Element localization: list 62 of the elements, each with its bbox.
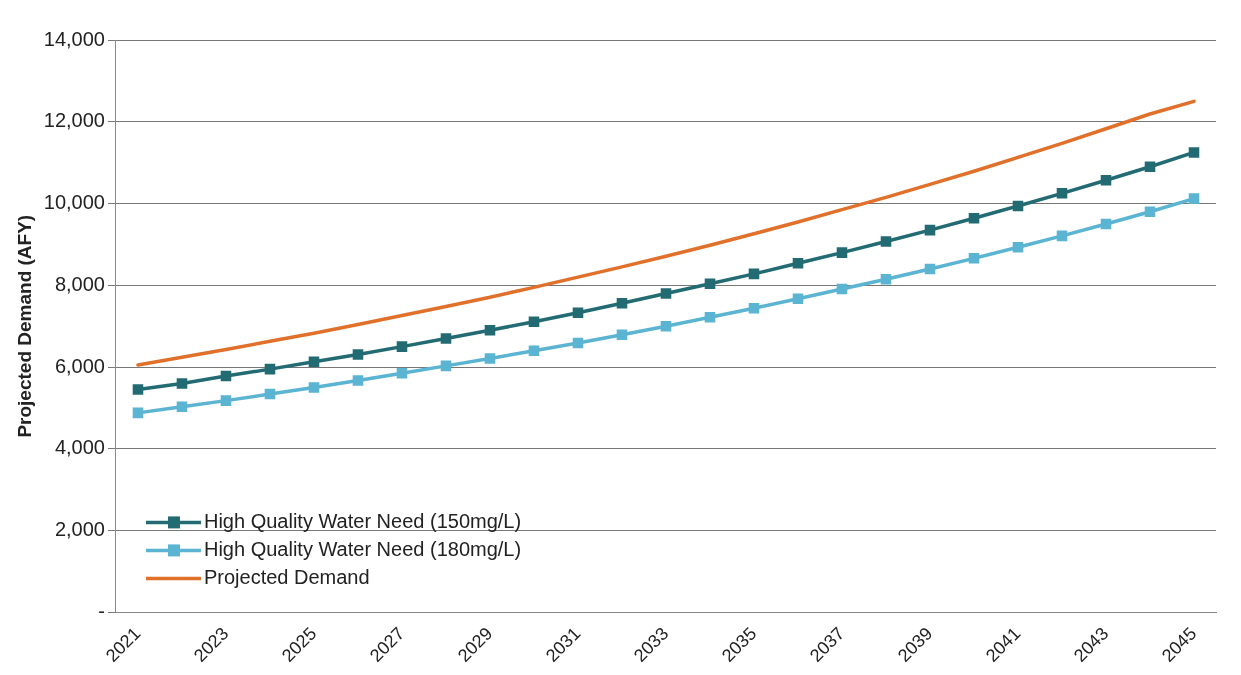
point xyxy=(1056,188,1068,199)
point xyxy=(396,341,408,352)
point xyxy=(1056,230,1068,242)
y-tick-label: 2,000 xyxy=(54,518,105,541)
y-tick-label: 8,000 xyxy=(54,272,105,295)
point xyxy=(1144,206,1156,218)
point xyxy=(748,268,760,280)
point xyxy=(616,298,628,309)
point xyxy=(528,316,540,327)
point xyxy=(836,283,848,295)
point xyxy=(880,236,892,247)
point xyxy=(484,353,496,364)
point xyxy=(440,333,452,344)
y-tick-label: 12,000 xyxy=(43,109,105,132)
point xyxy=(1012,200,1024,212)
y-tick-label: 10,000 xyxy=(43,191,105,214)
point xyxy=(352,349,364,360)
point xyxy=(704,278,716,289)
point xyxy=(176,378,188,389)
point xyxy=(572,307,584,318)
y-tick-label: 14,000 xyxy=(43,27,105,50)
point xyxy=(1012,242,1024,253)
y-tick-label: 6,000 xyxy=(54,354,105,377)
point xyxy=(660,320,672,332)
point xyxy=(264,363,276,375)
y-tick-label: 4,000 xyxy=(54,436,105,459)
point xyxy=(440,360,452,372)
point xyxy=(572,337,584,349)
point xyxy=(748,302,760,314)
point xyxy=(220,395,232,406)
point xyxy=(660,288,672,299)
point xyxy=(352,375,364,386)
point xyxy=(264,388,276,400)
point xyxy=(308,382,320,393)
point xyxy=(484,325,496,336)
legend-label: High Quality Water Need (180mg/L) xyxy=(203,537,522,560)
point xyxy=(616,329,628,341)
point xyxy=(792,257,804,269)
y-tick-label: - xyxy=(98,599,105,622)
point xyxy=(220,370,232,382)
point xyxy=(308,356,320,368)
point xyxy=(968,212,980,224)
y-axis-title: Projected Demand (AFY) xyxy=(13,214,35,438)
point xyxy=(396,367,408,379)
point xyxy=(792,293,804,305)
point xyxy=(924,224,936,236)
point xyxy=(1100,174,1112,186)
point xyxy=(1144,161,1156,173)
point xyxy=(1100,218,1112,230)
legend-label: Projected Demand xyxy=(203,565,370,588)
point xyxy=(528,345,540,357)
point xyxy=(132,384,144,395)
point xyxy=(968,253,980,264)
point xyxy=(704,311,716,323)
point xyxy=(924,263,936,275)
point xyxy=(176,401,188,413)
point xyxy=(1188,147,1200,158)
point xyxy=(880,273,892,285)
legend-label: High Quality Water Need (150mg/L) xyxy=(203,509,522,532)
point xyxy=(132,407,144,419)
point xyxy=(1188,193,1200,204)
point xyxy=(836,247,848,258)
